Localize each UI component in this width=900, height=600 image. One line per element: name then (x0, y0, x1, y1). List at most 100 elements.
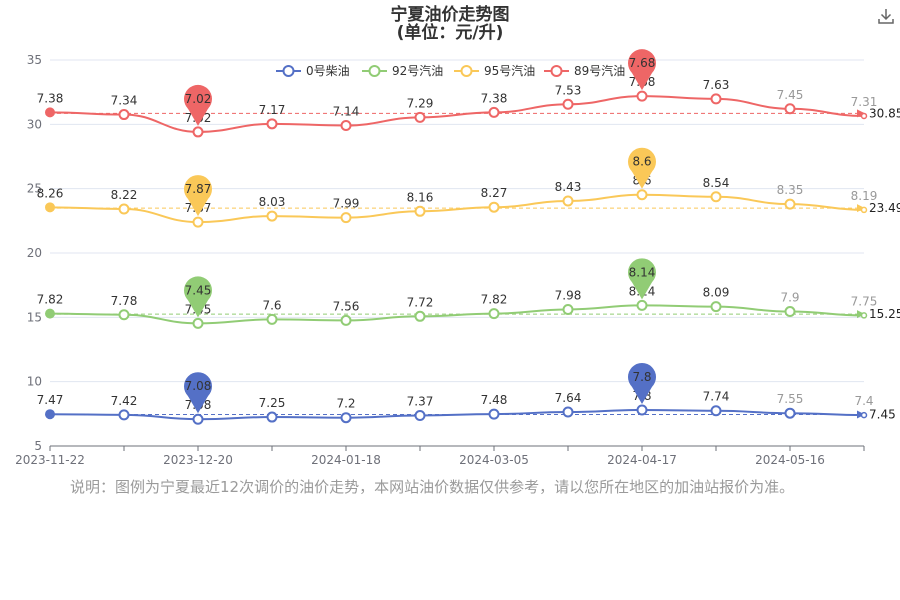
chart-title: 宁夏油价走势图 (391, 4, 510, 25)
data-label: 8.16 (407, 190, 434, 204)
legend-item[interactable]: 89号汽油 (544, 63, 625, 78)
data-point (860, 312, 868, 319)
data-label: 7.29 (407, 96, 434, 110)
data-label: 8.09 (703, 286, 730, 300)
x-tick-label: 2024-04-17 (607, 453, 677, 467)
data-label: 8.43 (555, 180, 582, 194)
average-label: 23.49 (869, 201, 900, 215)
series-89号汽油: 30.85 7.38 7.34 7.02 7.17 7.14 7.29 7.38 7.53 7.6… (37, 75, 900, 138)
series-92号汽油: 15.257.827.787.457.67.567.727.827.988.14… (37, 284, 900, 329)
data-point (45, 107, 55, 118)
download-icon[interactable] (876, 6, 896, 26)
data-label: 7.56 (333, 299, 360, 313)
min-marker: 7.87 (184, 175, 212, 217)
average-label: 30.85 (869, 106, 900, 120)
data-label: 7.38 (481, 91, 508, 105)
legend-symbol (460, 65, 473, 77)
data-label: 7.34 (111, 94, 138, 108)
data-label: 7.2 (336, 397, 355, 411)
pin-label: 7.8 (632, 370, 651, 384)
pin-tail (631, 170, 653, 189)
data-label: 8.54 (703, 176, 730, 190)
series-95号汽油: 23.498.268.227.878.037.998.168.278.438.6… (37, 174, 900, 228)
data-label: 7.48 (481, 393, 508, 407)
axes: 5 10 15 20 25 30 35 2023-11-22 2023-12-20 2024-01… (15, 53, 865, 467)
pin-label: 7.02 (185, 92, 212, 106)
legend-label: 92号汽油 (392, 63, 443, 78)
max-marker: 8.6 (628, 147, 656, 189)
data-point (414, 111, 426, 123)
series-line (49, 304, 865, 325)
legend-symbol (550, 65, 563, 77)
data-label: 7.75 (851, 294, 878, 308)
pin-label: 7.45 (185, 283, 212, 297)
data-point (636, 90, 648, 102)
min-marker: 7.02 (184, 84, 212, 126)
data-point (784, 306, 796, 318)
data-point (45, 308, 55, 319)
x-tick-label: 2024-03-05 (459, 453, 529, 467)
data-label: 8.27 (481, 186, 508, 200)
data-label: 7.99 (333, 197, 360, 211)
data-point (488, 106, 500, 118)
y-tick-label: 15 (27, 310, 42, 324)
data-label: 7.31 (851, 95, 878, 109)
pin-head (184, 372, 212, 401)
data-point (340, 119, 352, 131)
data-point (784, 407, 796, 419)
data-label: 8.26 (37, 186, 64, 200)
data-label: 7.42 (111, 394, 138, 408)
data-point (192, 126, 204, 138)
data-label: 7.74 (703, 390, 730, 404)
pin-tail (187, 395, 209, 414)
data-label: 7.82 (481, 293, 508, 307)
series-line (49, 95, 865, 133)
pin-label: 7.68 (629, 56, 656, 70)
data-label: 7.25 (259, 396, 286, 410)
data-point (340, 412, 352, 424)
data-point (636, 404, 648, 416)
data-label: 7.45 (777, 88, 804, 102)
data-label: 7.14 (333, 104, 360, 118)
legend-item[interactable]: 95号汽油 (454, 63, 535, 78)
data-point (266, 313, 278, 325)
pin-head (628, 49, 656, 78)
legend[interactable]: 0号柴油 92号汽油 95号汽油 89号汽油 (276, 63, 625, 78)
legend-symbol (368, 65, 381, 77)
series-layer: 7.45 7.47 7.42 7.08 7.25 7.2 7.37 7.48 7.64 7.8 7.… (37, 75, 900, 425)
data-point (636, 189, 648, 201)
legend-item[interactable]: 92号汽油 (362, 63, 443, 78)
data-label: 7.53 (555, 83, 582, 97)
data-point (488, 408, 500, 420)
data-point (860, 206, 868, 214)
data-label: 7.98 (555, 288, 582, 302)
legend-symbol (282, 65, 295, 77)
series-line (49, 408, 865, 421)
data-point (710, 191, 722, 203)
max-marker: 8.14 (628, 258, 656, 300)
data-point (414, 410, 426, 422)
pin-head (628, 147, 656, 176)
data-label: 8.19 (851, 189, 878, 203)
pin-head (184, 84, 212, 113)
data-point (414, 310, 426, 322)
y-tick-label: 35 (27, 53, 42, 67)
x-tick-label: 2024-01-18 (311, 453, 381, 467)
legend-item[interactable]: 0号柴油 (276, 64, 350, 78)
chart-note: 说明：图例为宁夏最近12次调价的油价走势，本网站油价数据仅供参考，请以您所在地区… (70, 478, 795, 496)
data-point (340, 212, 352, 224)
data-point (45, 202, 55, 213)
data-label: 7.55 (777, 392, 804, 406)
data-point (266, 118, 278, 130)
data-point (860, 112, 868, 120)
data-label: 8.22 (111, 188, 138, 202)
data-point (266, 210, 278, 222)
y-tick-label: 25 (27, 182, 42, 196)
data-point (636, 299, 648, 311)
marker-layer: 7.08 7.8 7.45 8.14 7.87 8.6 7.02 7.68 (184, 49, 656, 414)
data-label: 7.78 (111, 294, 138, 308)
pin-label: 8.6 (632, 155, 651, 169)
data-point (710, 405, 722, 417)
pin-head (628, 258, 656, 287)
pin-head (184, 276, 212, 305)
